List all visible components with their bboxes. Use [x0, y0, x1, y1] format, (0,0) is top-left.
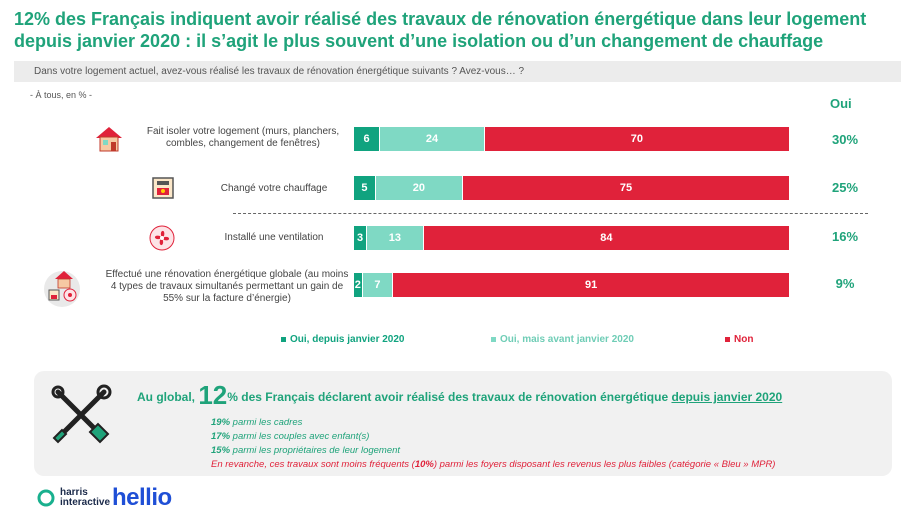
- question-banner: [14, 61, 901, 82]
- seg-depuis-2020: 3: [354, 226, 367, 250]
- heater-icon: [152, 177, 174, 199]
- stat-text: parmi les couples avec enfant(s): [230, 431, 370, 442]
- harris-interactive-logo: harris interactive: [36, 488, 110, 508]
- legend-depuis-2020: Oui, depuis janvier 2020: [281, 334, 405, 345]
- seg-depuis-2020: 6: [354, 127, 380, 151]
- stat-value: 19%: [211, 417, 231, 428]
- oui-total-globale: 9%: [835, 276, 855, 291]
- seg-depuis-2020: 2: [354, 273, 362, 297]
- summary-prefix: Au global,: [137, 390, 195, 404]
- oui-total-chauffage: 25%: [831, 180, 859, 195]
- summary-big-number: 12: [198, 380, 228, 410]
- summary-box: [34, 371, 892, 476]
- renovation-icon: [44, 271, 80, 307]
- seg-avant-2020: 7: [362, 273, 393, 297]
- legend-avant-2020: Oui, mais avant janvier 2020: [491, 334, 634, 345]
- base-note: - À tous, en % -: [30, 90, 93, 100]
- stat-proprietaires: 15% parmi les propriétaires de leur loge…: [211, 445, 400, 456]
- oui-total-isolation: 30%: [831, 132, 859, 147]
- survey-question: Dans votre logement actuel, avez-vous ré…: [34, 66, 525, 77]
- legend-swatch: [725, 336, 730, 342]
- seg-non: 70: [484, 127, 789, 151]
- tools-icon: [51, 384, 112, 444]
- oui-total-ventilation: 16%: [831, 229, 859, 244]
- separator-line: [233, 213, 868, 214]
- seg-non: 75: [463, 176, 789, 200]
- legend-label: Oui, depuis janvier 2020: [290, 334, 405, 345]
- stat-cadres: 19% parmi les cadres: [211, 417, 302, 428]
- legend-swatch: [491, 336, 496, 342]
- seg-depuis-2020: 5: [354, 176, 375, 200]
- seg-avant-2020: 24: [380, 127, 484, 151]
- contrast-value: 10%: [414, 459, 434, 470]
- legend-non: Non: [725, 334, 753, 345]
- contrast-start: En revanche, ces travaux sont moins fréq…: [211, 459, 415, 470]
- summary-underlined: depuis janvier 2020: [671, 390, 783, 404]
- summary-middle: % des Français déclarent avoir réalisé d…: [227, 390, 669, 404]
- page-title: 12% des Français indiquent avoir réalisé…: [14, 9, 867, 51]
- fan-icon: [149, 225, 175, 251]
- hellio-logo: hellio: [112, 484, 172, 511]
- stat-contrast: En revanche, ces travaux sont moins fréq…: [211, 459, 775, 470]
- seg-avant-2020: 20: [375, 176, 462, 200]
- contrast-end: ) parmi les foyers disposant les revenus…: [433, 459, 776, 470]
- stat-value: 15%: [211, 445, 231, 456]
- house-icon: [96, 127, 122, 152]
- row-label-ventilation: Installé une ventilation: [224, 232, 324, 243]
- row-label-globale: Effectué une rénovation énergétique glob…: [105, 269, 349, 304]
- harris-ring-icon: [37, 489, 55, 507]
- row-label-chauffage: Changé votre chauffage: [220, 183, 328, 194]
- seg-non: 91: [393, 273, 789, 297]
- stat-text: parmi les propriétaires de leur logement: [230, 445, 401, 456]
- seg-avant-2020: 13: [367, 226, 423, 250]
- row-label-isolation: Fait isoler votre logement (murs, planch…: [146, 126, 340, 149]
- summary-headline: Au global, 12% des Français déclarent av…: [137, 380, 782, 411]
- harris-line2: interactive: [60, 497, 111, 508]
- stat-text: parmi les cadres: [230, 417, 303, 428]
- legend-swatch: [281, 336, 286, 342]
- seg-non: 84: [423, 226, 789, 250]
- legend-label: Non: [734, 334, 754, 345]
- oui-column-header: Oui: [830, 96, 852, 111]
- stat-couples: 17% parmi les couples avec enfant(s): [211, 431, 369, 442]
- stat-value: 17%: [211, 431, 231, 442]
- legend-label: Oui, mais avant janvier 2020: [500, 334, 634, 345]
- harris-line1: harris: [60, 487, 88, 498]
